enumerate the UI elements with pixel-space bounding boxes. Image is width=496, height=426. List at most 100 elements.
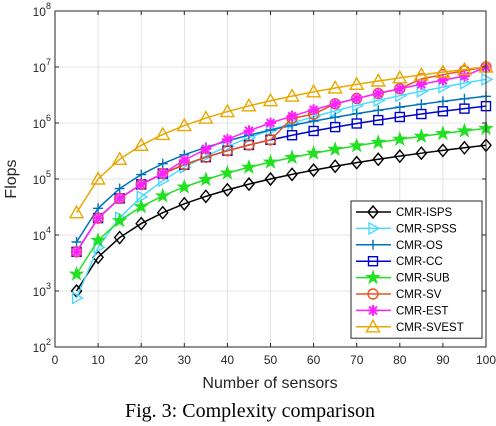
y-tick-base: 10: [33, 61, 47, 75]
circle-icon: [264, 134, 277, 146]
diamond-icon: [113, 230, 126, 245]
plus-icon: [93, 203, 104, 214]
square-icon: [286, 130, 298, 141]
y-tick-label: 105: [33, 169, 51, 187]
star-icon: [327, 141, 343, 157]
square-icon: [437, 106, 449, 117]
triangle-up-icon: [349, 76, 365, 91]
x-tick-label: 60: [307, 353, 321, 367]
legend-label: CMR-SV: [396, 289, 442, 301]
diamond-icon: [329, 159, 342, 174]
diamond-icon: [199, 189, 212, 204]
circle-icon: [367, 288, 379, 300]
plus-icon: [437, 96, 448, 107]
asterisk-icon: [157, 168, 169, 180]
asterisk-icon: [221, 133, 233, 145]
legend-label: CMR-OS: [396, 240, 443, 252]
diamond-icon: [367, 204, 379, 220]
triangle-up-icon: [392, 69, 408, 84]
y-tick-label: 106: [33, 113, 51, 131]
y-tick-base: 10: [33, 173, 47, 187]
triangle-up-icon: [305, 83, 322, 98]
triangle-up-icon: [365, 318, 381, 333]
square-icon: [416, 108, 427, 120]
triangle-up-icon: [111, 151, 128, 165]
square-icon: [367, 256, 379, 267]
plus-icon: [136, 169, 147, 180]
plus-icon: [351, 108, 362, 119]
diamond-icon: [307, 163, 320, 178]
legend-item: CMR-SV: [356, 288, 442, 301]
triangle-up-icon: [284, 88, 300, 102]
triangle-up-icon: [456, 61, 473, 76]
plus-icon: [71, 236, 82, 247]
square-icon: [351, 118, 362, 129]
plus-icon: [394, 102, 405, 113]
x-axis-label: Number of sensors: [202, 375, 337, 392]
asterisk-icon: [351, 92, 363, 104]
star-icon: [68, 265, 85, 281]
legend-item: CMR-ISPS: [356, 204, 453, 220]
asterisk-icon: [135, 178, 147, 190]
plus-icon: [308, 116, 319, 127]
y-tick-label: 104: [33, 225, 51, 243]
ticks: 0 10 20 30 40 50 60 70 80 90 100102103104105106107…: [33, 1, 496, 367]
y-tick-exponent: 5: [46, 169, 51, 179]
diamond-icon: [393, 149, 406, 164]
triangle-up-icon: [176, 117, 192, 132]
star-icon: [133, 198, 150, 214]
diamond-icon: [286, 167, 298, 182]
star-icon: [176, 178, 193, 194]
y-tick-exponent: 3: [46, 281, 51, 291]
triangle-up-icon: [219, 103, 236, 118]
x-tick-label: 90: [436, 353, 450, 367]
star-icon: [413, 128, 430, 143]
y-tick-base: 10: [33, 117, 47, 131]
asterisk-icon: [200, 143, 212, 155]
x-tick-label: 80: [393, 353, 407, 367]
y-tick-exponent: 8: [46, 1, 51, 11]
circle-icon: [243, 139, 255, 151]
asterisk-icon: [243, 125, 255, 137]
series-cmr-sub: [68, 120, 494, 281]
plus-icon: [157, 158, 168, 169]
x-tick-label: 50: [264, 353, 278, 367]
circle-icon: [221, 145, 234, 157]
plus-icon: [287, 120, 298, 131]
legend-item: CMR-SUB: [356, 269, 450, 285]
triangle-up-icon: [435, 64, 451, 78]
diamond-icon: [221, 182, 234, 197]
square-icon: [459, 103, 470, 114]
y-tick-base: 10: [33, 341, 47, 355]
star-icon: [219, 164, 236, 180]
star-icon: [370, 134, 387, 150]
y-tick-base: 10: [33, 5, 47, 19]
plus-icon: [114, 183, 125, 194]
y-tick-label: 108: [33, 1, 51, 19]
diamond-icon: [350, 155, 363, 170]
star-icon: [305, 145, 322, 160]
asterisk-icon: [308, 104, 320, 116]
triangle-up-icon: [68, 204, 85, 219]
y-tick-label: 102: [33, 337, 51, 355]
star-icon: [284, 149, 300, 165]
y-tick-base: 10: [33, 229, 47, 243]
legend-label: CMR-EST: [396, 305, 448, 317]
diamond-icon: [372, 152, 385, 167]
legend-label: CMR-SPSS: [396, 223, 457, 235]
square-icon: [394, 111, 405, 123]
star-icon: [111, 212, 128, 228]
diamond-icon: [243, 177, 255, 192]
y-tick-exponent: 4: [46, 225, 51, 235]
plus-icon: [368, 239, 378, 250]
legend-label: CMR-ISPS: [396, 207, 453, 219]
series-cmr-svest: [68, 59, 494, 219]
legend-item: CMR-SVEST: [356, 318, 464, 334]
legend-box: [350, 200, 483, 339]
figure-caption: Fig. 3: Complexity comparison: [125, 400, 375, 422]
diamond-icon: [156, 205, 169, 220]
diamond-icon: [135, 216, 148, 231]
star-icon: [391, 131, 408, 146]
asterisk-icon: [286, 110, 298, 122]
plus-icon: [330, 112, 341, 123]
